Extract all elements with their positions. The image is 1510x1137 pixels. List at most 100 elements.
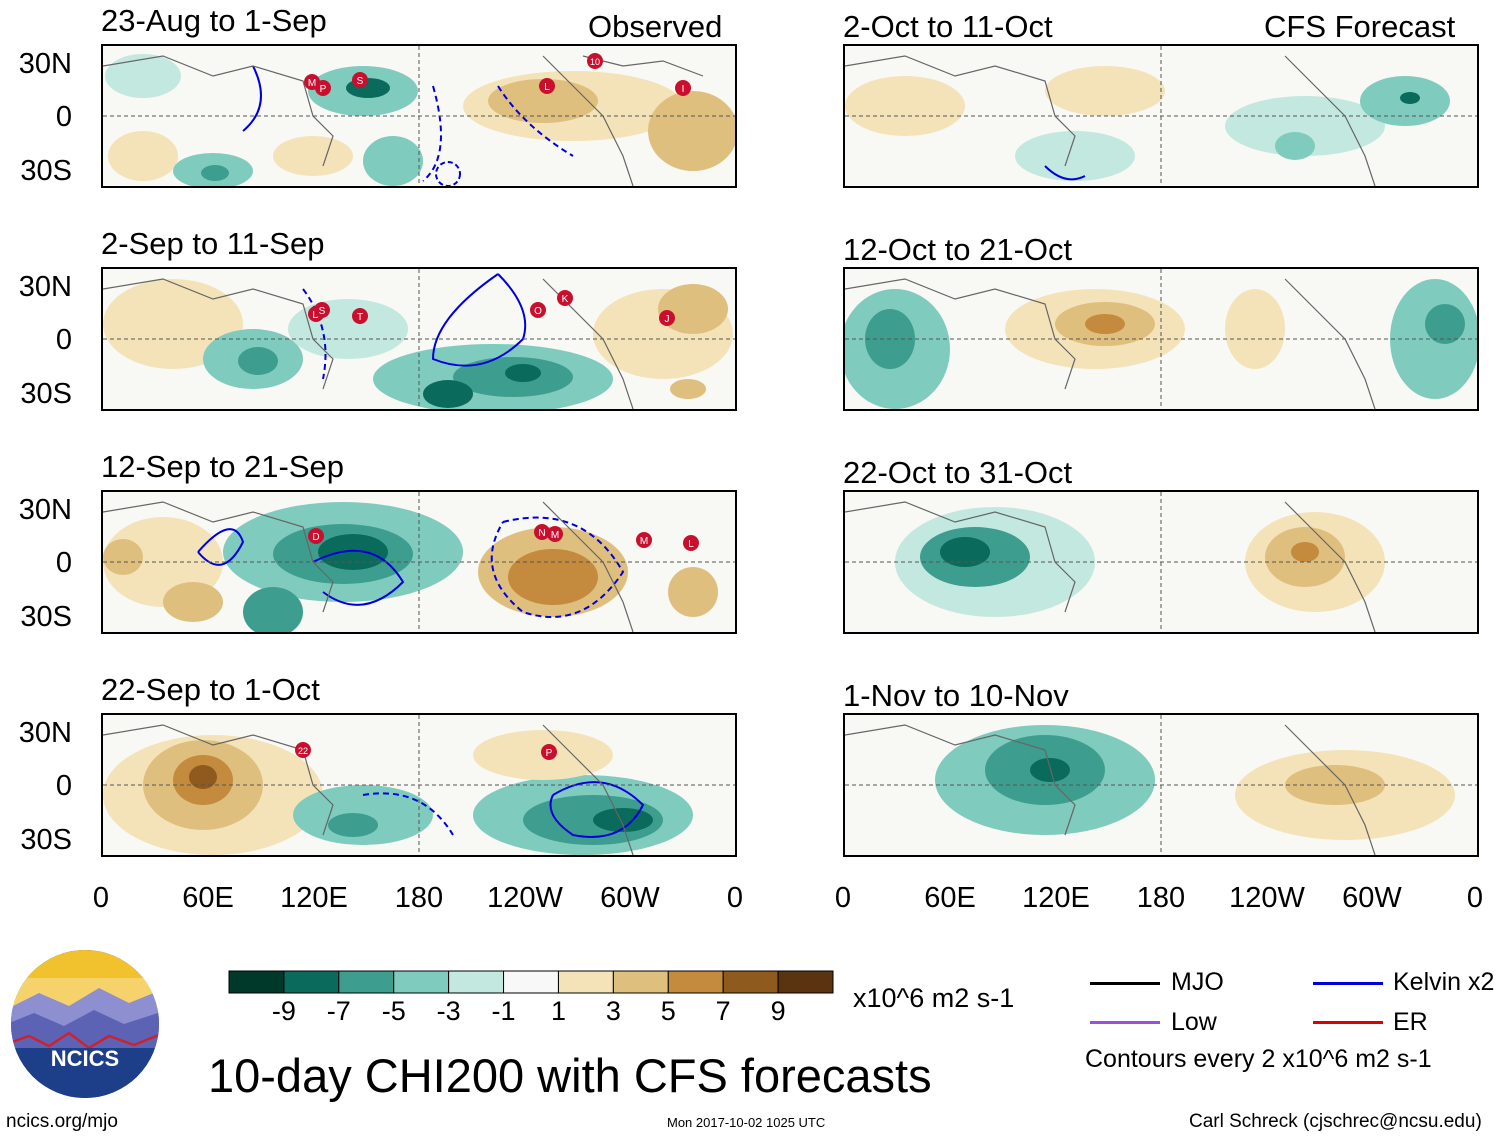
colorbar xyxy=(228,970,834,994)
panel-title-obs-3: 12-Sep to 21-Sep xyxy=(101,449,345,484)
lon-label: 180 xyxy=(394,882,444,914)
lon-label: 0 xyxy=(92,882,110,914)
colorbar-swatch xyxy=(667,970,724,994)
storm-marker: L xyxy=(683,535,699,551)
low-legend-label: Low xyxy=(1171,1008,1217,1036)
lat-label: 0 xyxy=(55,324,72,356)
colorbar-label: 5 xyxy=(660,996,676,1026)
lat-label: 0 xyxy=(55,547,72,579)
colorbar-label: 9 xyxy=(770,996,786,1026)
storm-label: S xyxy=(357,76,364,87)
map-panel-obs-2 xyxy=(101,267,737,411)
storm-marker: S xyxy=(314,302,330,318)
storm-markers-layer: M P S L 10 I D S T O K J D N M M L 22 P xyxy=(295,53,699,760)
storm-marker: O xyxy=(530,302,546,318)
lon-label: 180 xyxy=(1136,882,1186,914)
colorbar-swatch xyxy=(557,970,614,994)
ncics-logo: NCICS xyxy=(9,948,161,1100)
lon-label: 0 xyxy=(834,882,852,914)
storm-marker: D xyxy=(308,528,324,544)
lat-label: 30N xyxy=(18,494,72,526)
panel-title-obs-4: 22-Sep to 1-Oct xyxy=(101,672,320,707)
storm-label: M xyxy=(308,78,316,89)
footer-timestamp: Mon 2017-10-02 1025 UTC xyxy=(667,1115,826,1130)
lat-label: 30N xyxy=(18,48,72,80)
lat-label: 30S xyxy=(20,601,72,633)
lon-label: 0 xyxy=(726,882,744,914)
panel-title-fc-3: 22-Oct to 31-Oct xyxy=(843,455,1073,490)
storm-label: O xyxy=(534,306,542,317)
lat-label: 30N xyxy=(18,717,72,749)
map-panel-fc-3 xyxy=(843,490,1479,634)
storm-marker: M xyxy=(547,526,563,542)
map-panel-obs-4 xyxy=(101,713,737,857)
colorbar-swatch xyxy=(228,970,285,994)
storm-label: S xyxy=(319,306,326,317)
contour-note: Contours every 2 x10^6 m2 s-1 xyxy=(1085,1045,1432,1073)
storm-label: J xyxy=(665,314,670,325)
lon-label: 120E xyxy=(280,882,348,914)
storm-marker: P xyxy=(541,744,557,760)
lon-label: 120W xyxy=(487,882,563,914)
kelvin-legend-line xyxy=(1313,982,1383,985)
colorbar-label: 3 xyxy=(605,996,621,1026)
map-panel-obs-3 xyxy=(101,490,737,634)
lon-label: 60E xyxy=(924,882,976,914)
lat-label: 30S xyxy=(20,378,72,410)
storm-marker: P xyxy=(315,80,331,96)
storm-label: I xyxy=(682,84,685,95)
colorbar-swatch xyxy=(393,970,450,994)
mjo-legend-label: MJO xyxy=(1171,968,1224,996)
colorbar-label: 1 xyxy=(550,996,566,1026)
storm-label: M xyxy=(640,536,648,547)
map-panel-fc-1 xyxy=(843,44,1479,188)
er-legend-label: ER xyxy=(1393,1008,1428,1036)
footer-author: Carl Schreck (cjschrec@ncsu.edu) xyxy=(1189,1111,1482,1132)
storm-label: M xyxy=(551,530,559,541)
colorbar-swatch xyxy=(612,970,669,994)
storm-marker: 22 xyxy=(295,742,311,758)
storm-label: 10 xyxy=(590,57,600,67)
storm-label: D xyxy=(312,310,319,321)
low-legend-line xyxy=(1090,1021,1160,1024)
storm-marker: J xyxy=(659,310,675,326)
forecast-label: CFS Forecast xyxy=(1264,9,1456,44)
lat-label: 30S xyxy=(20,824,72,856)
storm-label: P xyxy=(320,84,327,95)
colorbar-label: -5 xyxy=(381,996,406,1026)
colorbar-label: -1 xyxy=(491,996,516,1026)
colorbar-label: 7 xyxy=(715,996,731,1026)
observed-label: Observed xyxy=(588,9,723,44)
lat-label: 0 xyxy=(55,770,72,802)
storm-label: P xyxy=(546,748,553,759)
colorbar-swatch xyxy=(503,970,559,994)
storm-label: L xyxy=(544,82,550,93)
storm-label: K xyxy=(562,294,569,305)
storm-marker: L xyxy=(539,78,555,94)
storm-label: 22 xyxy=(298,746,308,756)
logo-text: NCICS xyxy=(51,1046,119,1071)
lon-label: 120W xyxy=(1229,882,1305,914)
lon-label: 0 xyxy=(1466,882,1484,914)
colorbar-swatch xyxy=(283,970,340,994)
storm-marker: M xyxy=(636,532,652,548)
lon-label: 60W xyxy=(1342,882,1402,914)
colorbar-swatch xyxy=(777,970,834,994)
map-panel-fc-4 xyxy=(843,713,1479,857)
mjo-legend-line xyxy=(1090,982,1160,985)
panel-title-fc-1: 2-Oct to 11-Oct xyxy=(843,9,1053,44)
lon-label: 120E xyxy=(1022,882,1090,914)
er-legend-line xyxy=(1313,1021,1383,1024)
colorbar-label: -9 xyxy=(271,996,296,1026)
panel-title-obs-1: 23-Aug to 1-Sep xyxy=(101,3,327,38)
kelvin-legend-label: Kelvin x2 xyxy=(1393,968,1495,996)
colorbar-label: -3 xyxy=(436,996,461,1026)
panel-title-obs-2: 2-Sep to 11-Sep xyxy=(101,226,325,261)
storm-label: L xyxy=(688,539,694,550)
colorbar-swatch xyxy=(722,970,779,994)
map-panel-obs-1 xyxy=(101,44,737,188)
footer-url[interactable]: ncics.org/mjo xyxy=(6,1111,118,1132)
colorbar-swatch xyxy=(448,970,505,994)
panel-title-fc-4: 1-Nov to 10-Nov xyxy=(843,678,1069,713)
main-title: 10-day CHI200 with CFS forecasts xyxy=(208,1049,932,1102)
